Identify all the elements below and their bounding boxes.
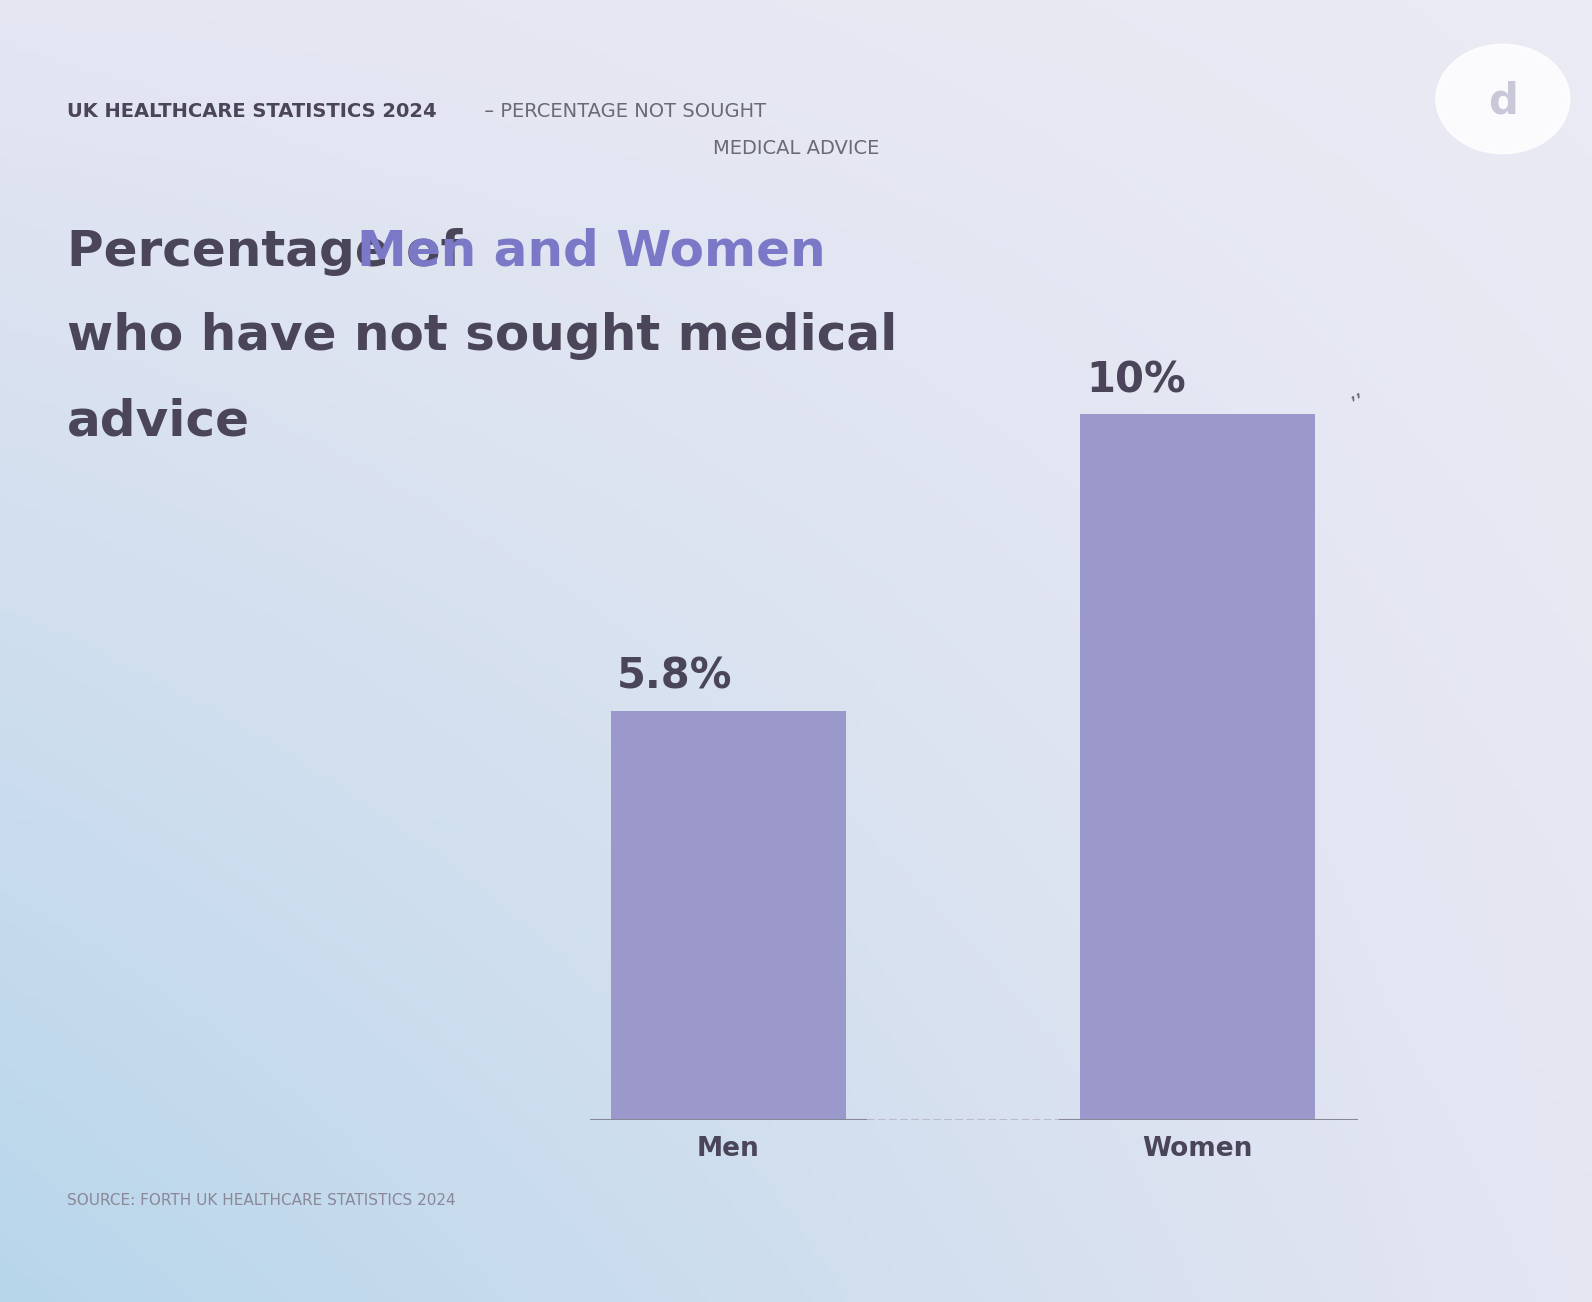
Text: Men and Women: Men and Women <box>357 228 825 276</box>
Text: 5.8%: 5.8% <box>616 656 732 698</box>
Text: ,,: ,, <box>1342 380 1364 404</box>
Text: advice: advice <box>67 397 250 445</box>
Text: MEDICAL ADVICE: MEDICAL ADVICE <box>713 139 879 159</box>
Text: SOURCE: FORTH UK HEALTHCARE STATISTICS 2024: SOURCE: FORTH UK HEALTHCARE STATISTICS 2… <box>67 1193 455 1208</box>
Text: UK HEALTHCARE STATISTICS 2024: UK HEALTHCARE STATISTICS 2024 <box>67 102 436 121</box>
Text: – PERCENTAGE NOT SOUGHT: – PERCENTAGE NOT SOUGHT <box>478 102 766 121</box>
Circle shape <box>1436 44 1570 154</box>
Bar <box>1081 414 1315 1120</box>
Text: d: d <box>1489 81 1517 122</box>
Text: who have not sought medical: who have not sought medical <box>67 312 898 361</box>
Text: 10%: 10% <box>1086 359 1186 402</box>
Text: Percentage of: Percentage of <box>67 228 479 276</box>
Bar <box>611 711 845 1120</box>
